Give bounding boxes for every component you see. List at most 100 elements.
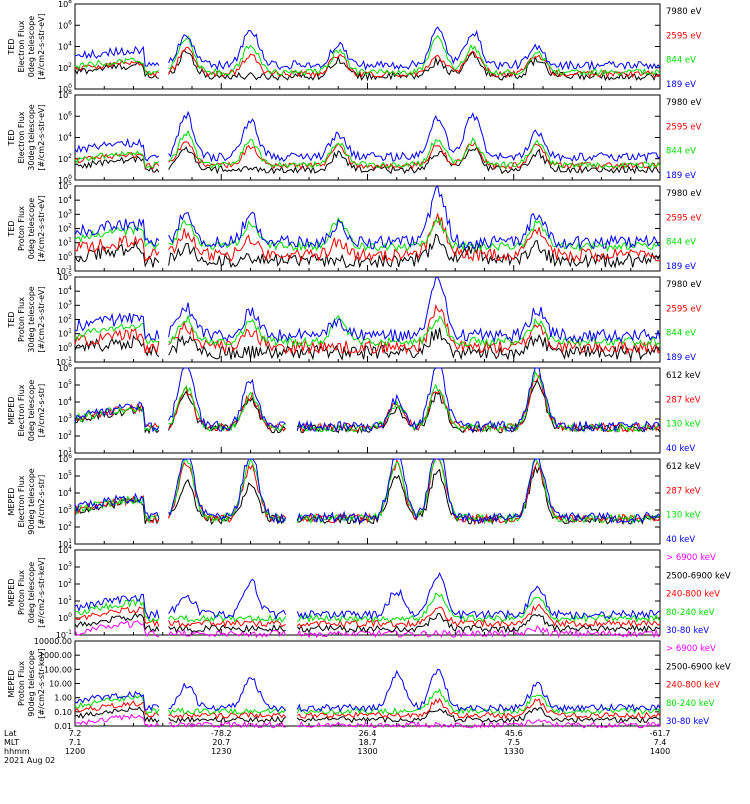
y-axis-label: Electron Flux (17, 475, 26, 527)
y-tick-label: 102 (58, 314, 72, 325)
panel-frame (74, 367, 661, 454)
y-axis-label: 0deg telescope (27, 380, 36, 441)
series-line (74, 26, 661, 71)
panel-6: 10-1 100 101 102 103 104 MEPED Proton Flux 0deg … (7, 544, 731, 640)
panel-3: 10-1 100 101 102 103 104 105 TED Proton Flux 30de… (7, 271, 702, 367)
panel-frame (74, 276, 661, 363)
y-tick-label: 10-1 (56, 356, 72, 367)
legend-entry: 189 eV (666, 353, 696, 363)
series-line (74, 457, 661, 525)
y-tick-label: 100 (58, 83, 72, 94)
y-tick-label: 103 (58, 504, 72, 515)
y-tick-label: 100.00 (44, 665, 72, 674)
panel-frame (74, 549, 661, 636)
footer-value: 7.2 (69, 729, 82, 738)
y-tick-label: 101 (58, 447, 72, 458)
series-line (74, 571, 661, 621)
footer-value: -61.7 (650, 729, 671, 738)
y-tick-label: 104 (58, 132, 72, 143)
y-tick-label: 104 (58, 487, 72, 498)
legend-entry: 844 eV (666, 238, 696, 248)
series-line (74, 233, 661, 269)
legend-entry: 240-800 keV (666, 681, 720, 691)
legend-entry: 844 eV (666, 56, 696, 66)
legend-entry: 2595 eV (666, 304, 702, 314)
footer: Lat 7.2 -78.2 26.4 45.6 -61.7 MLT 7.1 20.7 18.7 7.… (4, 729, 670, 765)
legend-entry: 7980 eV (666, 189, 702, 199)
y-tick-label: 106 (58, 453, 72, 464)
y-tick-label: 10000.00 (34, 637, 72, 646)
series-line (74, 458, 661, 524)
y-axis-label: [#/cm2-s-str] (37, 475, 46, 528)
y-axis-label: [#/cm2-s-str-eV] (37, 195, 46, 261)
y-tick-label: 106 (58, 19, 72, 30)
y-tick-label: 100 (58, 612, 72, 623)
y-tick-label: 10-1 (56, 265, 72, 276)
series-line (74, 129, 661, 170)
y-tick-label: 103 (58, 561, 72, 572)
y-tick-label: 101 (58, 595, 72, 606)
y-axis-label: Electron Flux (17, 111, 26, 163)
series-line (74, 276, 661, 344)
series-line (74, 46, 661, 79)
footer-value: 1300 (357, 747, 377, 756)
y-tick-label: 102 (58, 223, 72, 234)
y-axis-label: [#/cm2-s-str-eV] (37, 104, 46, 170)
y-tick-label: 102 (58, 521, 72, 532)
series-line (74, 303, 661, 356)
y-axis-label: 30deg telescope (27, 104, 36, 171)
panel-0: 100 102 104 106 108 TED Electron Flux 0deg tele… (7, 0, 702, 94)
legend-entry: 7980 eV (666, 7, 702, 17)
y-tick-label: 102 (58, 578, 72, 589)
footer-row-label: MLT (4, 738, 19, 747)
y-axis-label: MEPED (7, 579, 16, 607)
panel-7: 0.01 0.10 1.00 10.00 100.00 1000.00 10000.00 ME… (7, 637, 731, 731)
y-tick-label: 100 (58, 342, 72, 353)
y-tick-label: 103 (58, 208, 72, 219)
series-line (74, 697, 661, 720)
footer-value: 1200 (65, 747, 85, 756)
legend-entry: 240-800 keV (666, 590, 720, 600)
footer-value: 7.5 (507, 738, 520, 747)
legend-entry: 2500-6900 keV (666, 662, 731, 672)
y-tick-label: 105 (58, 379, 72, 390)
legend-entry: 2595 eV (666, 122, 702, 132)
legend-entry: 189 eV (666, 80, 696, 90)
legend-entry: 7980 eV (666, 280, 702, 290)
footer-row-label: hhmm (4, 747, 30, 756)
legend-entry: 287 keV (666, 486, 701, 496)
legend-entry: 612 keV (666, 462, 701, 472)
legend-entry: 189 eV (666, 171, 696, 181)
y-axis-label: [#/cm2-s-str-eV] (37, 13, 46, 79)
series-line (74, 706, 661, 724)
y-tick-label: 101 (58, 538, 72, 549)
series-line (75, 713, 661, 729)
y-axis-label: Proton Flux (17, 297, 26, 342)
y-axis-label: Proton Flux (17, 570, 26, 615)
legend-entry: 30-80 keV (666, 717, 709, 727)
y-axis-label: MEPED (7, 670, 16, 698)
y-axis-label: 90deg telescope (27, 650, 36, 717)
y-tick-label: 10-1 (56, 629, 72, 640)
footer-value: 45.6 (505, 729, 523, 738)
y-axis-label: [#/cm2-s-str-eV] (37, 286, 46, 352)
footer-row-label: Lat (4, 729, 17, 738)
y-tick-label: 103 (58, 299, 72, 310)
y-axis-label: TED (7, 220, 16, 237)
legend-entry: 844 eV (666, 147, 696, 157)
y-axis-label: MEPED (7, 488, 16, 516)
legend-entry: 844 eV (666, 329, 696, 339)
y-tick-label: 1.00 (54, 694, 72, 703)
y-tick-label: 0.01 (54, 722, 72, 731)
panel-frame (74, 3, 661, 90)
y-tick-label: 100 (58, 174, 72, 185)
y-tick-label: 0.10 (54, 708, 72, 717)
series-line (74, 668, 661, 713)
y-tick-label: 104 (58, 285, 72, 296)
y-axis-label: 30deg telescope (27, 286, 36, 353)
y-tick-label: 101 (58, 237, 72, 248)
y-axis-label: 0deg telescope (27, 562, 36, 623)
y-tick-label: 106 (58, 362, 72, 373)
legend-entry: 612 keV (666, 371, 701, 381)
